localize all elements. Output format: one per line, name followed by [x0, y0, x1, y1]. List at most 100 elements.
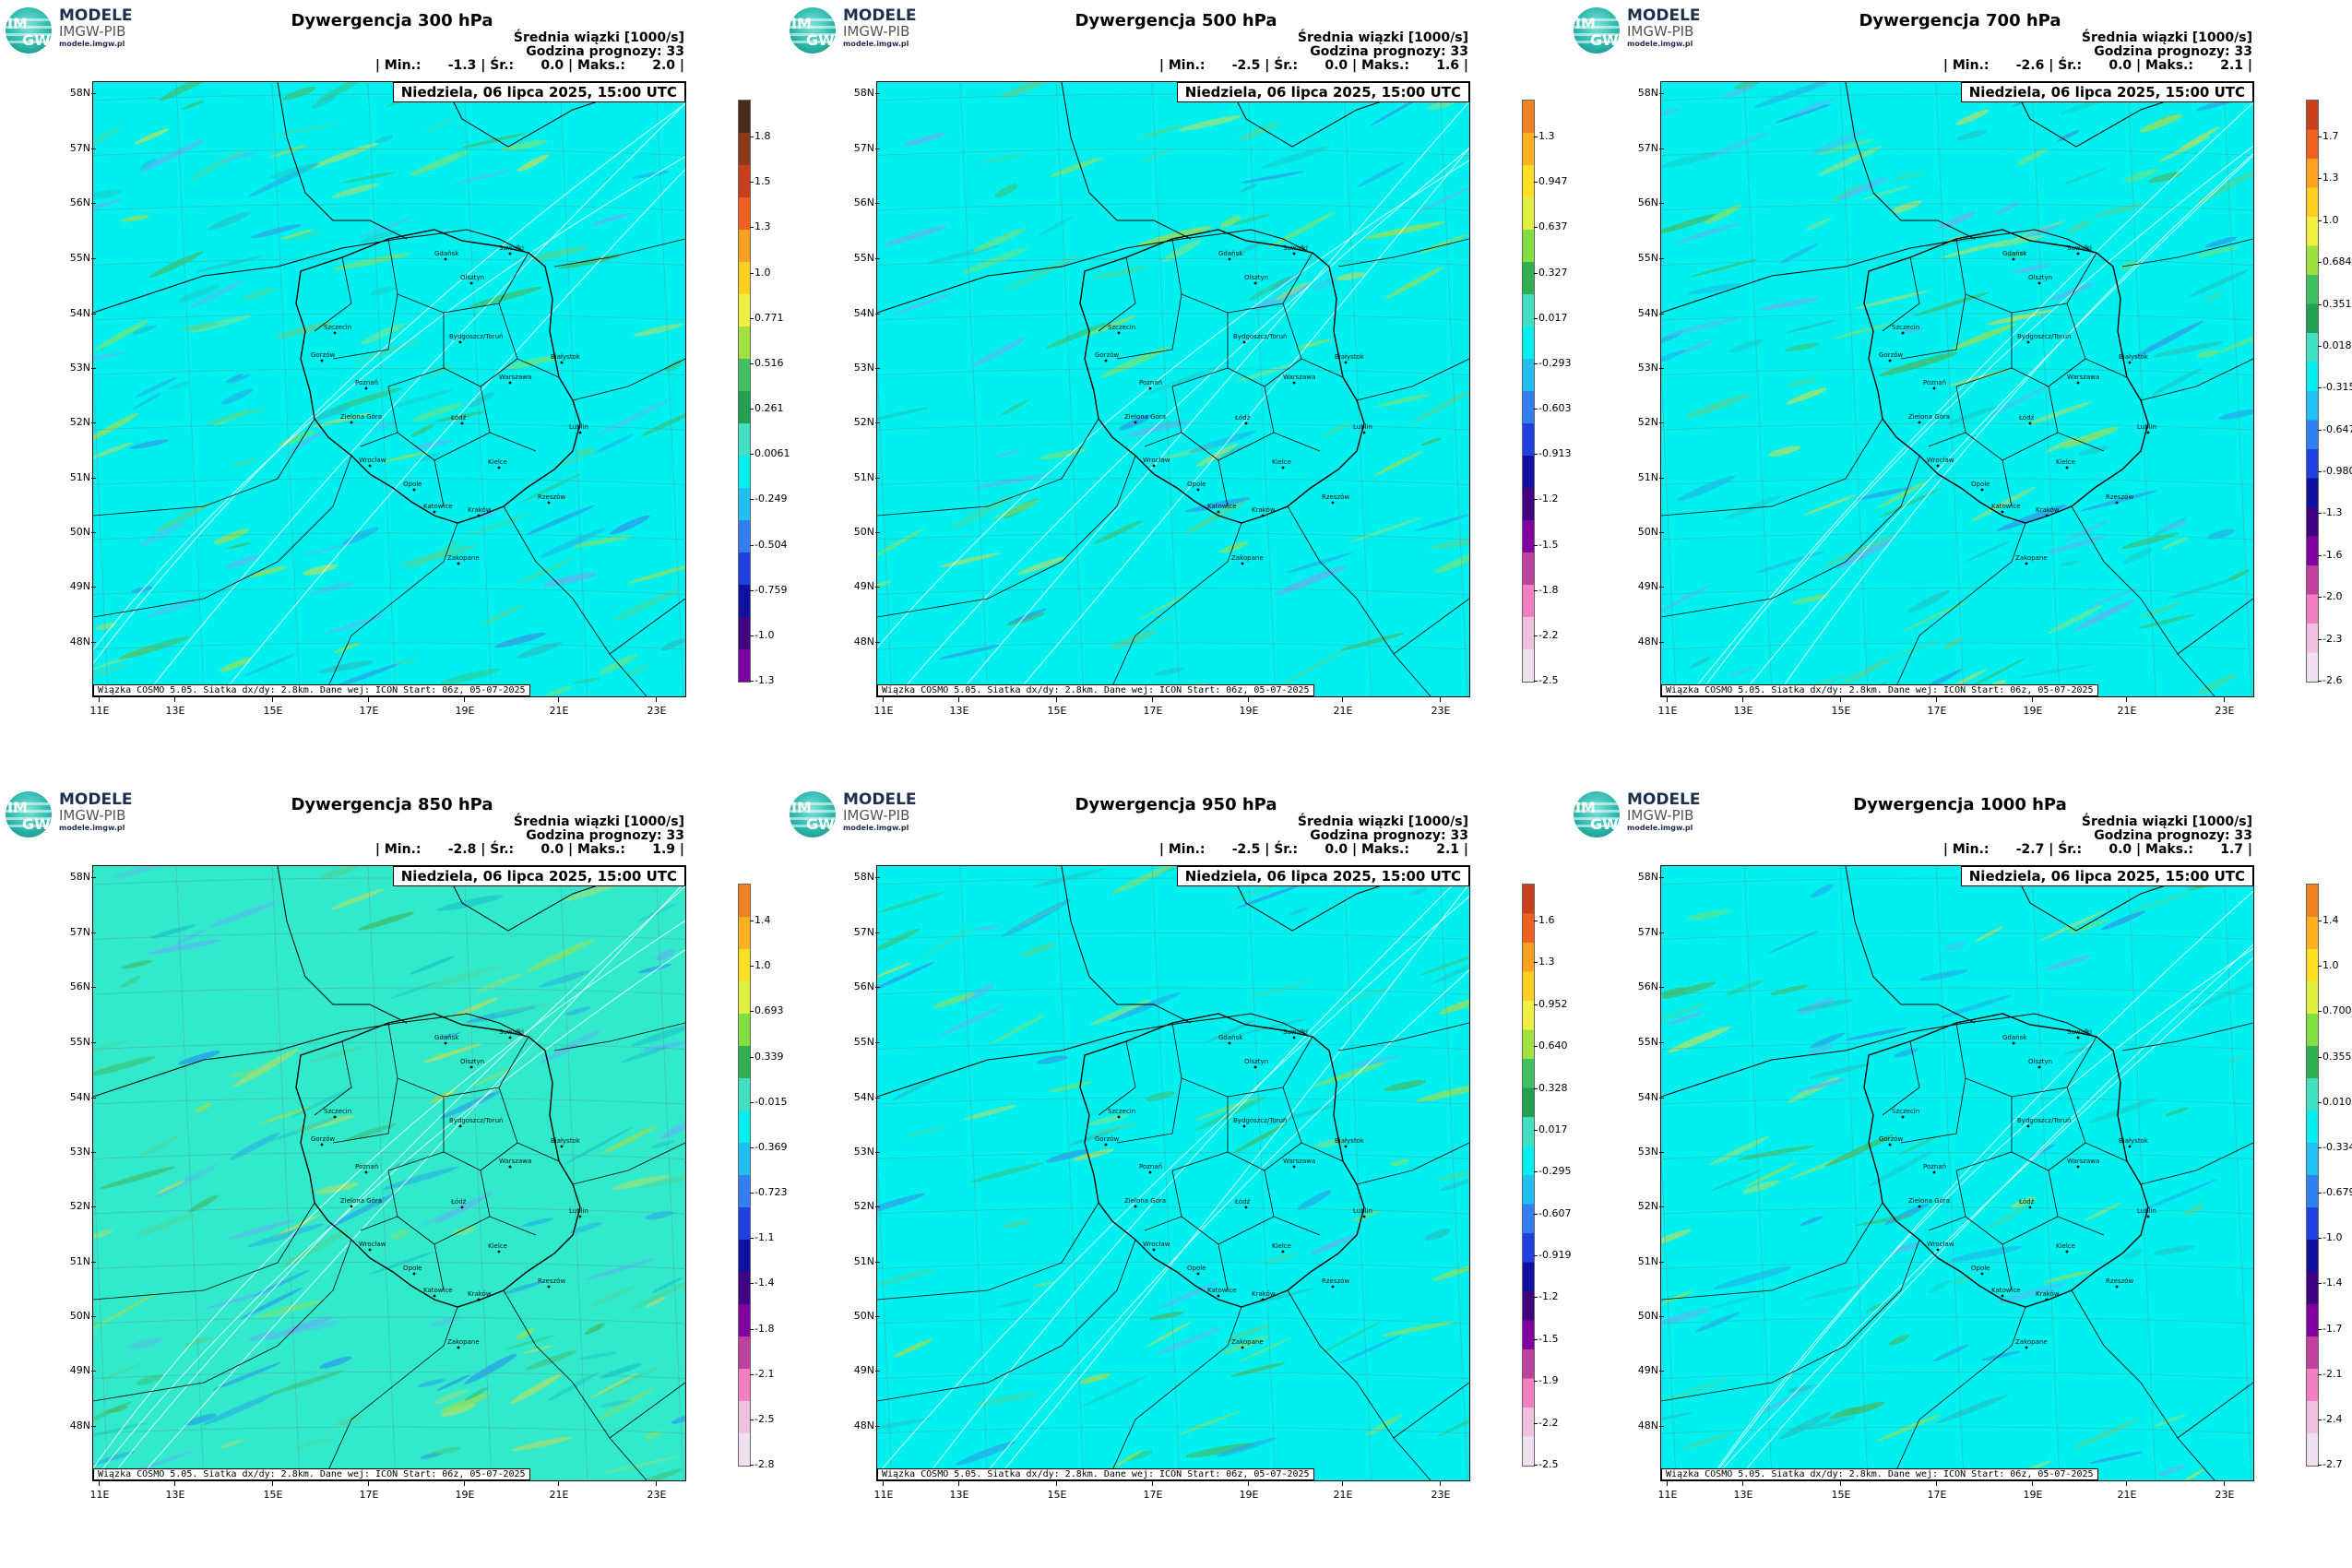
city-marker: Szczecin [1108, 324, 1135, 335]
city-marker: Bydgoszcz/Toruń [2017, 333, 2071, 344]
imgw-logo: IM GW MODELE IMGW-PIB modele.imgw.pl [6, 790, 153, 837]
colorbar-tick [750, 317, 754, 319]
city-marker: Zakopane [2015, 1338, 2048, 1349]
lon-label: 21E [1324, 697, 1361, 717]
colorbar-tick [750, 544, 754, 546]
panel-meta: Średnia wiązki [1000/s] Godzina prognozy… [1159, 31, 1468, 73]
colorbar-tick [2318, 1101, 2322, 1103]
colorbar-label: 0.355 [2322, 1050, 2352, 1063]
lat-label: 50N [1625, 526, 1664, 538]
svg-text:Kielce: Kielce [1272, 1242, 1291, 1250]
lat-label: 53N [57, 362, 96, 374]
colorbar-label: -0.913 [1538, 447, 1572, 460]
svg-text:Łódź: Łódź [1234, 1198, 1251, 1206]
map-svg: Gdańsk Suwałki Olsztyn Szczecin Bydgoszcz/To… [877, 82, 1469, 696]
imgw-logo-icon: IM GW [1574, 791, 1620, 837]
city-marker: Bydgoszcz/Toruń [449, 333, 503, 344]
svg-text:Warszawa: Warszawa [2067, 374, 2099, 381]
colorbar [1522, 100, 1535, 683]
svg-text:Gdańsk: Gdańsk [2002, 1034, 2027, 1041]
colorbar-tick [750, 1373, 754, 1375]
lat-label: 50N [1625, 1310, 1664, 1322]
city-marker: Szczecin [324, 1108, 351, 1119]
lon-label: 21E [2108, 697, 2145, 717]
svg-text:Gorzów: Gorzów [1879, 1135, 1904, 1143]
city-marker: Poznań [1139, 379, 1162, 390]
lat-label: 56N [841, 980, 880, 992]
lon-label: 23E [2206, 697, 2243, 717]
lat-label: 52N [57, 1200, 96, 1212]
svg-text:Katowice: Katowice [423, 1287, 453, 1294]
svg-text:Poznań: Poznań [355, 1163, 378, 1170]
colorbar-label: -2.2 [1538, 628, 1559, 641]
svg-text:Wrocław: Wrocław [359, 1241, 386, 1248]
colorbar-label: -0.607 [1538, 1206, 1572, 1219]
colorbar-tick [750, 966, 754, 968]
footer-label: Wiązka COSMO 5.05. Siatka dx/dy: 2.8km. … [93, 1468, 530, 1480]
svg-text:Łódź: Łódź [2018, 1198, 2035, 1206]
city-marker: Białystok [1335, 1137, 1365, 1148]
svg-text:Zielona Góra: Zielona Góra [340, 1197, 382, 1205]
logo-line2: IMGW-PIB [1627, 807, 1694, 824]
map-svg: Gdańsk Suwałki Olsztyn Szczecin Bydgoszcz/To… [877, 866, 1469, 1480]
city-marker: Łódź [1234, 414, 1251, 425]
panel-title: Dywergencja 300 hPa [291, 11, 493, 30]
svg-text:Kielce: Kielce [1272, 458, 1291, 466]
city-marker: Suwałki [2067, 1028, 2092, 1039]
colorbar-label: -0.015 [754, 1095, 788, 1108]
colorbar-label: -0.369 [754, 1140, 788, 1153]
svg-text:Białystok: Białystok [551, 1137, 581, 1145]
panel-meta: Średnia wiązki [1000/s] Godzina prognozy… [1943, 31, 2252, 73]
lat-label: 50N [57, 526, 96, 538]
lon-label: 21E [1324, 1481, 1361, 1501]
colorbar-label: 0.637 [1538, 220, 1568, 233]
city-marker: Katowice [423, 1287, 453, 1298]
logo-line3: modele.imgw.pl [843, 824, 909, 832]
svg-text:Olsztyn: Olsztyn [460, 1058, 484, 1065]
lat-label: 58N [57, 87, 96, 99]
colorbar-tick [2318, 597, 2322, 599]
lon-label: 13E [1725, 1481, 1762, 1501]
lat-label: 51N [57, 1255, 96, 1267]
svg-text:Białystok: Białystok [551, 353, 581, 361]
city-marker: Bydgoszcz/Toruń [1233, 1117, 1287, 1128]
map-area: Gdańsk Suwałki Olsztyn Szczecin Bydgoszcz/To… [1660, 865, 2254, 1481]
colorbar-label: -0.603 [1538, 402, 1572, 414]
city-marker: Zielona Góra [340, 413, 382, 424]
city-marker: Warszawa [2067, 374, 2099, 385]
lon-label: 11E [865, 1481, 902, 1501]
logo-line3: modele.imgw.pl [59, 40, 125, 48]
logo-gw: GW [22, 815, 51, 833]
colorbar-label: 1.8 [754, 130, 771, 142]
colorbar-tick [1534, 1422, 1538, 1424]
lon-label: 17E [1134, 697, 1171, 717]
imgw-logo-icon: IM GW [1574, 7, 1620, 53]
lat-label: 50N [57, 1310, 96, 1322]
colorbar-label: -2.5 [1538, 674, 1559, 686]
lat-label: 50N [841, 1310, 880, 1322]
colorbar-tick [2318, 178, 2322, 180]
city-marker: Łódź [1234, 1198, 1251, 1209]
colorbar-label: 0.017 [1538, 1123, 1568, 1135]
city-marker: Zielona Góra [340, 1197, 382, 1208]
city-marker: Lublin [2137, 423, 2156, 434]
map-area: Gdańsk Suwałki Olsztyn Szczecin Bydgoszcz/To… [1660, 81, 2254, 697]
city-marker: Warszawa [499, 374, 531, 385]
colorbar-label: 1.7 [2322, 130, 2339, 142]
stats-line: | Min.: -1.3 | Śr.: 0.0 | Maks.: 2.0 | [374, 58, 684, 73]
lat-label: 54N [57, 307, 96, 319]
svg-text:Wrocław: Wrocław [359, 457, 386, 464]
svg-text:Białystok: Białystok [2119, 353, 2149, 361]
map-area: Gdańsk Suwałki Olsztyn Szczecin Bydgoszcz/To… [876, 865, 1470, 1481]
colorbar-tick [750, 1146, 754, 1148]
lat-label: 57N [841, 142, 880, 154]
colorbar-tick [1534, 1004, 1538, 1005]
colorbar-tick [2318, 1373, 2322, 1375]
svg-text:Zakopane: Zakopane [1231, 1338, 1264, 1346]
city-marker: Katowice [1207, 1287, 1237, 1298]
city-marker: Wrocław [1927, 457, 1954, 468]
city-marker: Rzeszów [538, 1277, 565, 1289]
lon-label: 23E [1422, 1481, 1459, 1501]
lat-label: 53N [1625, 362, 1664, 374]
lat-label: 58N [57, 871, 96, 883]
